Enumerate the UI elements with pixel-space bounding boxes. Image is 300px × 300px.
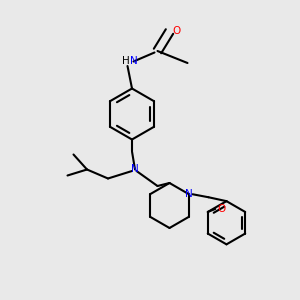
Text: N: N <box>185 189 193 199</box>
Text: H: H <box>122 56 130 67</box>
Text: N: N <box>131 164 139 175</box>
Text: O: O <box>172 26 181 37</box>
Text: O: O <box>217 204 225 214</box>
Text: N: N <box>130 56 137 67</box>
